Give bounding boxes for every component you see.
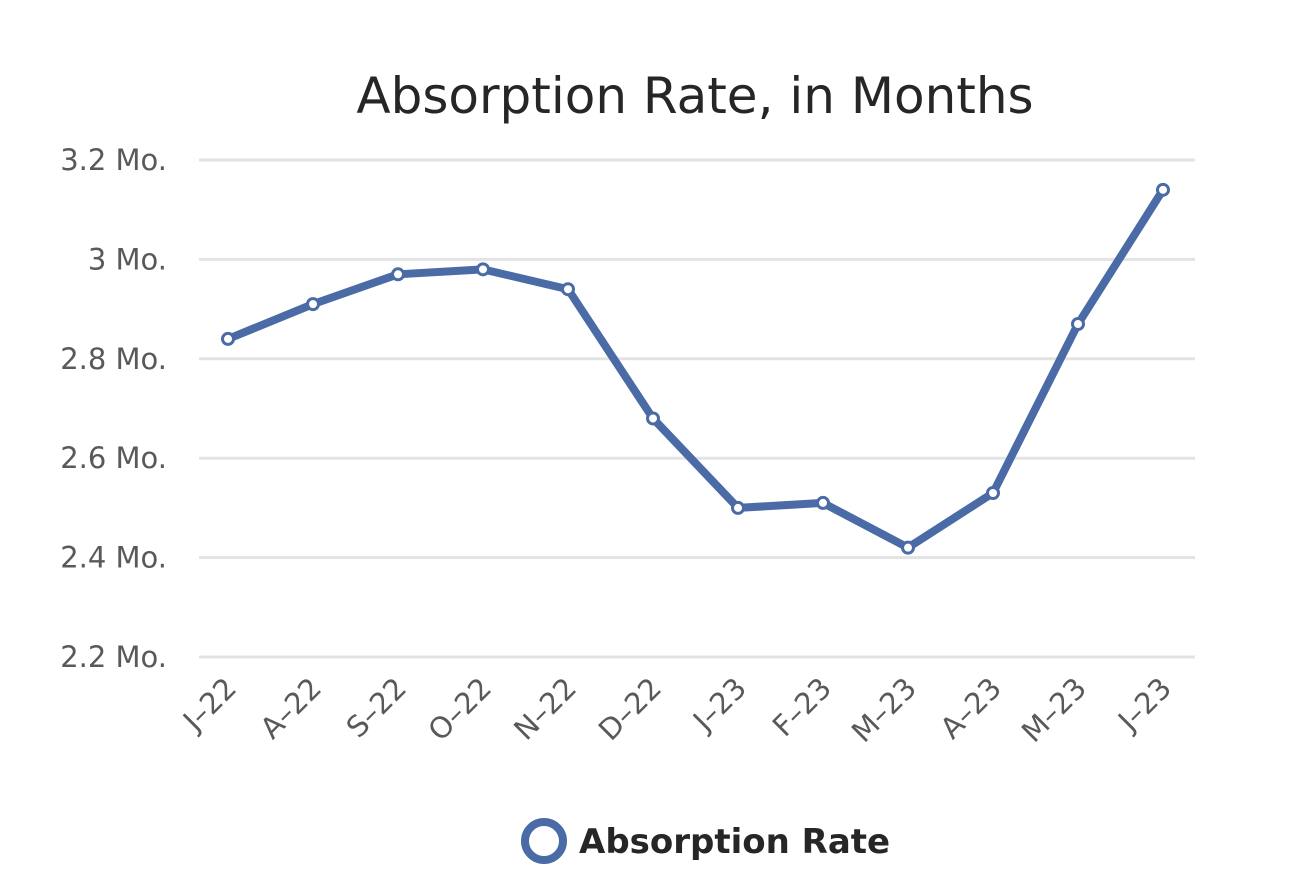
series-absorption-rate: [221, 182, 1170, 555]
x-tick-label: A–23: [934, 671, 1008, 745]
x-tick-label: M–23: [845, 671, 923, 749]
x-axis-tick-labels: J–22 A–22 S–22 O–22 N–22 D–22 J–23 F–23 M–23 A–23…: [175, 671, 1178, 749]
data-point: [1156, 182, 1170, 197]
series-line: [224, 185, 1167, 552]
legend-label: Absorption Rate: [579, 822, 890, 862]
legend-marker-icon: [521, 818, 567, 864]
y-tick-label: 3 Mo.: [88, 242, 167, 276]
x-tick-label: F–23: [766, 671, 838, 743]
x-tick-label: J–23: [685, 671, 753, 739]
x-tick-label: N–22: [507, 671, 583, 747]
y-tick-label: 2.4 Mo.: [60, 541, 167, 575]
x-tick-label: J–22: [175, 671, 243, 739]
data-point: [306, 297, 320, 312]
y-axis-tick-labels: 2.2 Mo. 2.4 Mo. 2.6 Mo. 2.8 Mo. 3 Mo. 3.2 Mo.: [60, 143, 167, 674]
data-point: [646, 411, 660, 426]
y-tick-label: 2.2 Mo.: [60, 640, 167, 674]
data-point: [731, 500, 745, 515]
data-point: [901, 540, 915, 555]
x-tick-label: A–22: [254, 671, 328, 745]
chart-title: Absorption Rate, in Months: [356, 67, 1033, 125]
legend: Absorption Rate: [521, 818, 890, 864]
gridlines: [199, 158, 1195, 659]
data-point: [816, 495, 830, 510]
x-tick-label: S–22: [340, 671, 413, 744]
data-point: [391, 267, 405, 282]
x-tick-label: M–23: [1015, 671, 1093, 749]
x-tick-label: O–22: [421, 671, 498, 748]
y-tick-label: 3.2 Mo.: [60, 143, 167, 177]
data-point: [1071, 317, 1085, 332]
y-tick-label: 2.8 Mo.: [60, 342, 167, 376]
data-point: [561, 282, 575, 297]
y-tick-label: 2.6 Mo.: [60, 441, 167, 475]
x-tick-label: J–23: [1110, 671, 1178, 739]
data-point: [986, 485, 1000, 500]
data-point: [221, 331, 235, 346]
data-point: [476, 262, 490, 277]
x-tick-label: D–22: [592, 671, 668, 747]
